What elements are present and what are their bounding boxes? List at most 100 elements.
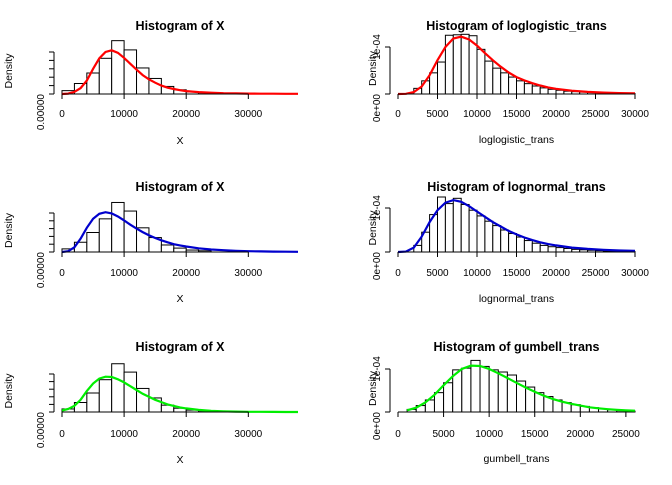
- histogram-bar: [489, 370, 498, 412]
- x-tick-label: 0: [59, 268, 65, 279]
- histogram-bar: [445, 204, 453, 252]
- histogram-bar: [99, 58, 111, 94]
- x-tick-label: 20000: [172, 429, 200, 440]
- x-tick-label: 25000: [612, 429, 640, 440]
- y-axis-label: Density: [3, 212, 15, 248]
- x-axis-label: lognormal_trans: [479, 293, 554, 305]
- histogram-bar: [548, 89, 556, 94]
- histogram-bar: [124, 211, 136, 252]
- x-tick-label: 5000: [432, 429, 455, 440]
- x-tick-label: 0: [395, 429, 401, 440]
- histogram-bar: [469, 210, 477, 252]
- histogram-bar: [112, 41, 124, 94]
- chart-title: Histogram of gumbell_trans: [434, 340, 600, 354]
- x-tick-label: 0: [395, 268, 401, 279]
- histogram-bar: [540, 245, 548, 252]
- x-tick-label: 10000: [110, 109, 138, 120]
- histogram-bar: [509, 234, 517, 252]
- histogram-bar: [501, 230, 509, 252]
- x-axis-label: X: [176, 135, 183, 147]
- histogram-bar: [112, 364, 124, 412]
- histogram-bar: [461, 204, 469, 252]
- x-tick-label: 5000: [426, 109, 449, 120]
- x-tick-label: 20000: [172, 268, 200, 279]
- histogram-bar: [485, 221, 493, 252]
- x-tick-label: 10000: [110, 268, 138, 279]
- histogram-bar: [161, 245, 173, 252]
- histogram-bar: [87, 233, 99, 253]
- y-axis-label: Density: [367, 50, 379, 86]
- histogram-bar: [480, 366, 489, 412]
- histogram-panel-5: Histogram of X 0 10000 20000 30000 0.00000 X De…: [3, 340, 298, 466]
- x-tick-label: 0: [395, 109, 401, 120]
- histogram-bar: [438, 62, 446, 94]
- histogram-panel-2: Histogram of loglogistic_trans 0 5000 10000…: [367, 19, 649, 146]
- x-tick-label: 10000: [463, 268, 491, 279]
- x-tick-label: 30000: [234, 268, 262, 279]
- histogram-bar: [493, 68, 501, 94]
- x-tick-label: 10000: [463, 109, 491, 120]
- histogram-panel-4: Histogram of lognormal_trans 0 5000 10000 15…: [367, 180, 649, 305]
- x-tick-label: 20000: [542, 268, 570, 279]
- x-tick-label: 20000: [172, 109, 200, 120]
- histogram-bar: [532, 243, 540, 252]
- histogram-bar: [453, 198, 461, 252]
- chart-title: Histogram of loglogistic_trans: [426, 19, 607, 33]
- x-tick-label: 0: [59, 109, 65, 120]
- histogram-bar: [422, 81, 430, 94]
- x-tick-label: 0: [59, 429, 65, 440]
- histogram-bar: [517, 81, 525, 94]
- x-axis-label: loglogistic_trans: [479, 134, 554, 146]
- x-tick-label: 25000: [582, 109, 610, 120]
- histogram-bar: [174, 248, 186, 252]
- y-tick-label: 0.00000: [36, 412, 47, 449]
- histogram-bar: [556, 90, 564, 94]
- histogram-bar: [556, 248, 564, 252]
- histogram-bar: [462, 368, 471, 412]
- histogram-bar: [112, 202, 124, 252]
- histogram-bar: [509, 77, 517, 94]
- x-axis-label: X: [176, 454, 183, 466]
- x-tick-label: 15000: [503, 268, 531, 279]
- histogram-bar: [99, 219, 111, 252]
- x-tick-label: 30000: [234, 429, 262, 440]
- x-tick-label: 10000: [110, 429, 138, 440]
- chart-title: Histogram of X: [136, 340, 226, 354]
- histogram-bar: [548, 247, 556, 252]
- y-axis-label: Density: [3, 53, 15, 89]
- histogram-bar: [471, 360, 480, 412]
- histogram-bar: [532, 86, 540, 94]
- histogram-bar: [485, 61, 493, 94]
- x-axis-label: gumbell_trans: [484, 453, 550, 465]
- histogram-bar: [493, 226, 501, 252]
- histogram-bar: [444, 383, 453, 412]
- x-tick-label: 15000: [521, 429, 549, 440]
- x-tick-label: 15000: [503, 109, 531, 120]
- x-tick-label: 25000: [582, 268, 610, 279]
- histogram-bar: [524, 241, 532, 252]
- histogram-bar: [501, 73, 509, 94]
- histogram-bar: [99, 380, 111, 412]
- histogram-bar: [524, 84, 532, 94]
- y-axis-label: Density: [3, 373, 15, 409]
- x-tick-label: 5000: [426, 268, 449, 279]
- y-axis-label: Density: [367, 210, 379, 246]
- x-tick-label: 20000: [566, 429, 594, 440]
- x-tick-label: 20000: [542, 109, 570, 120]
- chart-title: Histogram of X: [136, 180, 226, 194]
- histogram-bar: [540, 88, 548, 94]
- histogram-bar: [461, 34, 469, 94]
- histogram-bar: [564, 248, 572, 252]
- x-tick-label: 30000: [234, 109, 262, 120]
- chart-title: Histogram of lognormal_trans: [427, 180, 606, 194]
- x-axis-label: X: [176, 293, 183, 305]
- y-axis-label: Density: [367, 370, 379, 406]
- y-tick-label: 0e+00: [372, 412, 383, 441]
- y-tick-label: 0.00000: [36, 94, 47, 131]
- x-tick-label: 30000: [621, 268, 649, 279]
- histogram-bar: [453, 35, 461, 94]
